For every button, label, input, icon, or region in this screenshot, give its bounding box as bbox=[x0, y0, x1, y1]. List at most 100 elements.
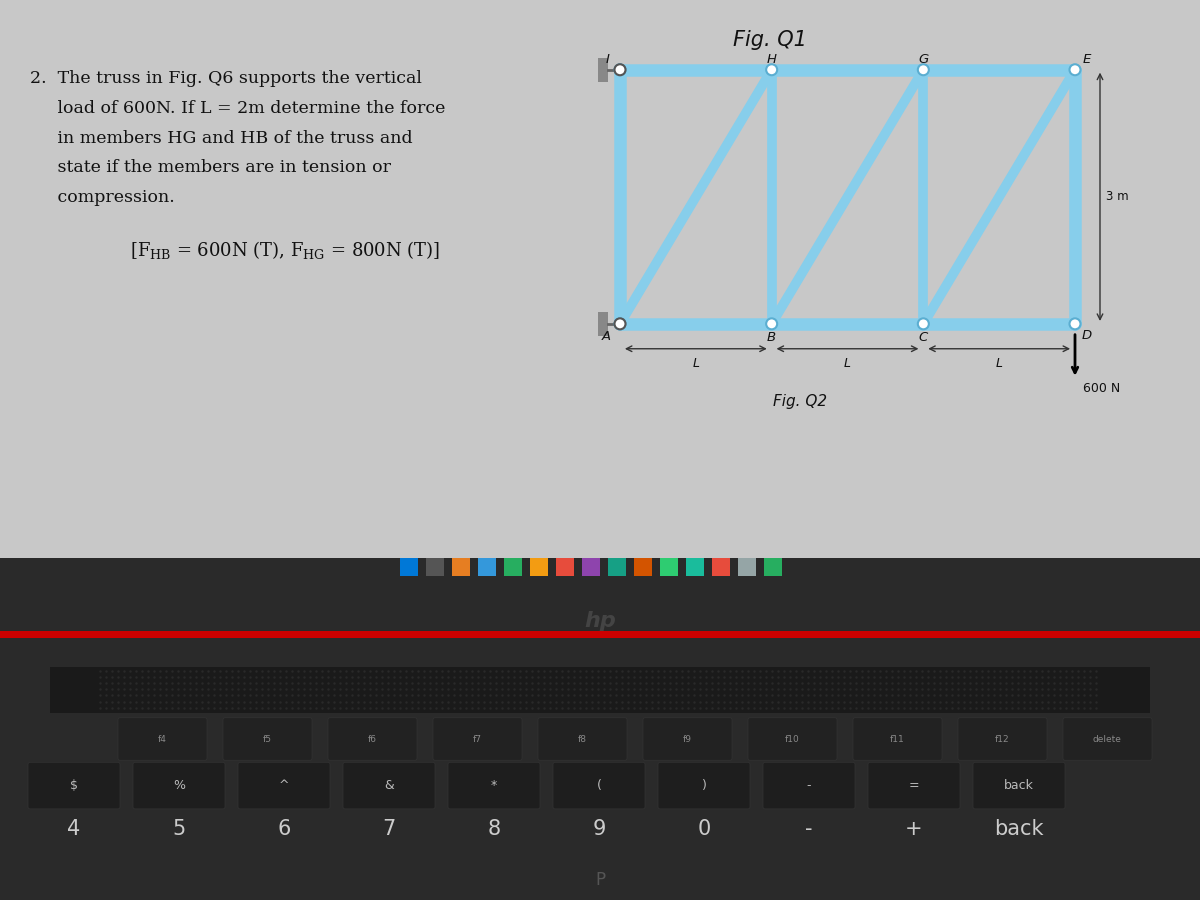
Text: $: $ bbox=[70, 779, 78, 792]
Text: f4: f4 bbox=[157, 734, 167, 743]
Text: -: - bbox=[805, 819, 812, 839]
FancyBboxPatch shape bbox=[133, 762, 226, 809]
FancyBboxPatch shape bbox=[643, 718, 732, 760]
Text: *: * bbox=[491, 779, 497, 792]
Bar bbox=[738, 558, 756, 576]
FancyBboxPatch shape bbox=[658, 762, 750, 809]
Text: f10: f10 bbox=[785, 734, 799, 743]
Text: f11: f11 bbox=[889, 734, 905, 743]
Bar bbox=[452, 558, 470, 576]
Text: 600 N: 600 N bbox=[1084, 382, 1121, 394]
FancyBboxPatch shape bbox=[853, 718, 942, 760]
FancyBboxPatch shape bbox=[433, 718, 522, 760]
FancyBboxPatch shape bbox=[343, 762, 436, 809]
Bar bbox=[530, 558, 548, 576]
Text: in members HG and HB of the truss and: in members HG and HB of the truss and bbox=[30, 130, 413, 147]
Circle shape bbox=[614, 319, 625, 329]
Text: compression.: compression. bbox=[30, 189, 175, 206]
Text: 3 m: 3 m bbox=[1106, 190, 1129, 203]
Text: back: back bbox=[995, 819, 1044, 839]
Bar bbox=[598, 312, 608, 336]
Text: hp: hp bbox=[584, 611, 616, 631]
Text: back: back bbox=[1004, 779, 1034, 792]
Text: A: A bbox=[601, 330, 611, 343]
FancyBboxPatch shape bbox=[538, 718, 628, 760]
Text: f6: f6 bbox=[367, 734, 377, 743]
Text: L: L bbox=[996, 356, 1003, 370]
Bar bbox=[764, 558, 782, 576]
Bar bbox=[426, 558, 444, 576]
Circle shape bbox=[766, 319, 778, 329]
Text: &: & bbox=[384, 779, 394, 792]
FancyBboxPatch shape bbox=[28, 762, 120, 809]
Circle shape bbox=[918, 319, 929, 329]
Circle shape bbox=[1069, 319, 1080, 329]
Text: I: I bbox=[606, 53, 610, 67]
FancyBboxPatch shape bbox=[958, 718, 1046, 760]
Text: L: L bbox=[692, 356, 700, 370]
Text: state if the members are in tension or: state if the members are in tension or bbox=[30, 159, 391, 176]
FancyBboxPatch shape bbox=[223, 718, 312, 760]
Bar bbox=[712, 558, 730, 576]
Circle shape bbox=[614, 64, 625, 76]
Circle shape bbox=[614, 319, 625, 329]
Text: G: G bbox=[918, 53, 929, 67]
Text: f7: f7 bbox=[473, 734, 481, 743]
Text: ^: ^ bbox=[278, 779, 289, 792]
Circle shape bbox=[614, 64, 625, 76]
Text: %: % bbox=[173, 779, 185, 792]
Text: Fig. Q1: Fig. Q1 bbox=[733, 30, 806, 50]
Text: ): ) bbox=[702, 779, 707, 792]
Bar bbox=[478, 558, 496, 576]
Bar bbox=[660, 558, 678, 576]
Text: [F$_\mathregular{HB}$ = 600N (T), F$_\mathregular{HG}$ = 800N (T)]: [F$_\mathregular{HB}$ = 600N (T), F$_\ma… bbox=[130, 239, 440, 261]
Text: 7: 7 bbox=[383, 819, 396, 839]
Text: 6: 6 bbox=[277, 819, 290, 839]
FancyBboxPatch shape bbox=[118, 718, 208, 760]
FancyBboxPatch shape bbox=[763, 762, 854, 809]
Bar bbox=[582, 558, 600, 576]
Bar bbox=[634, 558, 652, 576]
Text: 8: 8 bbox=[487, 819, 500, 839]
Text: 5: 5 bbox=[173, 819, 186, 839]
Bar bbox=[556, 558, 574, 576]
FancyBboxPatch shape bbox=[973, 762, 1066, 809]
Text: H: H bbox=[767, 53, 776, 67]
Text: C: C bbox=[919, 331, 928, 345]
FancyBboxPatch shape bbox=[553, 762, 646, 809]
Text: delete: delete bbox=[1092, 734, 1122, 743]
Text: +: + bbox=[905, 819, 923, 839]
Text: f12: f12 bbox=[995, 734, 1009, 743]
Circle shape bbox=[918, 64, 929, 76]
Bar bbox=[598, 58, 608, 82]
Text: f8: f8 bbox=[577, 734, 587, 743]
Text: f5: f5 bbox=[263, 734, 271, 743]
FancyBboxPatch shape bbox=[238, 762, 330, 809]
Bar bbox=[504, 558, 522, 576]
Text: B: B bbox=[767, 331, 776, 345]
Text: load of 600N. If L = 2m determine the force: load of 600N. If L = 2m determine the fo… bbox=[30, 100, 445, 117]
FancyBboxPatch shape bbox=[328, 718, 418, 760]
Bar bbox=[400, 558, 418, 576]
Text: -: - bbox=[806, 779, 811, 792]
Bar bbox=[50, 667, 1150, 713]
Text: f9: f9 bbox=[683, 734, 691, 743]
Circle shape bbox=[766, 64, 778, 76]
FancyBboxPatch shape bbox=[748, 718, 838, 760]
Circle shape bbox=[1069, 64, 1080, 76]
FancyBboxPatch shape bbox=[868, 762, 960, 809]
Text: Fig. Q2: Fig. Q2 bbox=[773, 393, 827, 409]
Text: 2.  The truss in Fig. Q6 supports the vertical: 2. The truss in Fig. Q6 supports the ver… bbox=[30, 70, 422, 86]
Text: 9: 9 bbox=[593, 819, 606, 839]
Text: L: L bbox=[844, 356, 851, 370]
Text: =: = bbox=[908, 779, 919, 792]
Text: D: D bbox=[1082, 329, 1092, 342]
Bar bbox=[0, 631, 1200, 638]
FancyBboxPatch shape bbox=[448, 762, 540, 809]
Bar bbox=[686, 558, 704, 576]
Text: 4: 4 bbox=[67, 819, 80, 839]
Bar bbox=[608, 558, 626, 576]
FancyBboxPatch shape bbox=[1063, 718, 1152, 760]
Text: P: P bbox=[595, 871, 605, 889]
Text: (: ( bbox=[596, 779, 601, 792]
